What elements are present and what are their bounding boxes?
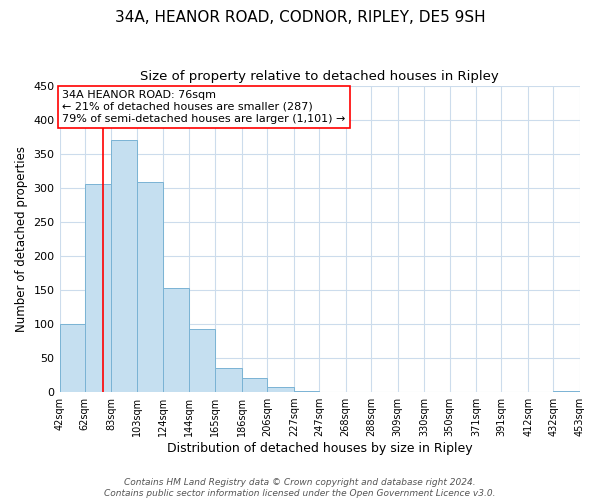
Text: 34A HEANOR ROAD: 76sqm
← 21% of detached houses are smaller (287)
79% of semi-de: 34A HEANOR ROAD: 76sqm ← 21% of detached… <box>62 90 346 124</box>
X-axis label: Distribution of detached houses by size in Ripley: Distribution of detached houses by size … <box>167 442 473 455</box>
Text: Contains HM Land Registry data © Crown copyright and database right 2024.
Contai: Contains HM Land Registry data © Crown c… <box>104 478 496 498</box>
Bar <box>137 182 163 392</box>
Text: 34A, HEANOR ROAD, CODNOR, RIPLEY, DE5 9SH: 34A, HEANOR ROAD, CODNOR, RIPLEY, DE5 9S… <box>115 10 485 25</box>
Bar <box>59 324 85 392</box>
Bar <box>215 368 242 392</box>
Bar <box>267 388 294 392</box>
Bar <box>163 288 189 392</box>
Bar <box>242 378 267 392</box>
Bar <box>85 184 112 392</box>
Bar <box>112 140 137 392</box>
Title: Size of property relative to detached houses in Ripley: Size of property relative to detached ho… <box>140 70 499 83</box>
Bar <box>189 328 215 392</box>
Bar <box>553 390 580 392</box>
Y-axis label: Number of detached properties: Number of detached properties <box>15 146 28 332</box>
